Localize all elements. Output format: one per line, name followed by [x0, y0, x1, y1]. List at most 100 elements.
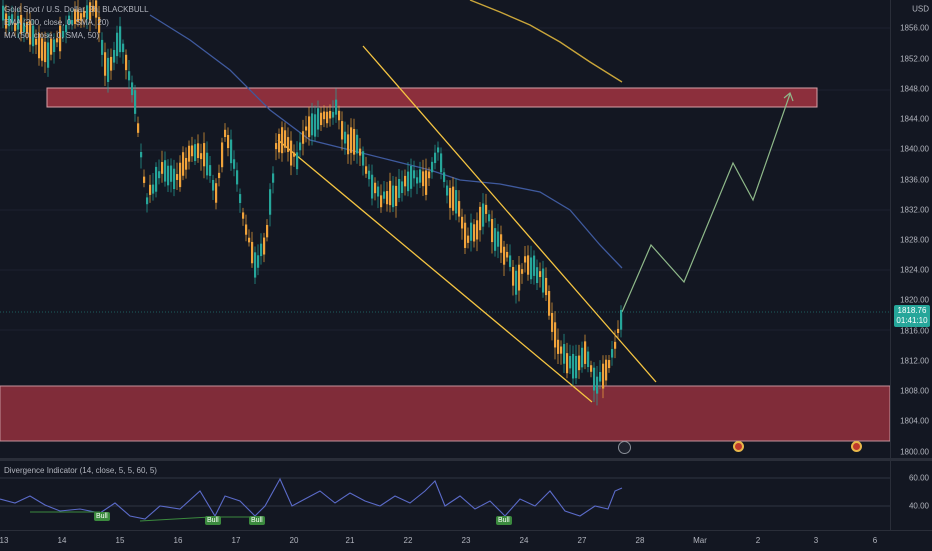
- ema-legend[interactable]: EMA (200, close, 0, SMA, 20): [4, 18, 109, 27]
- candle-body: [203, 143, 206, 167]
- candle-body: [245, 224, 248, 235]
- divergence-line: [0, 477, 623, 520]
- candle-body: [116, 32, 119, 57]
- time-tick: 23: [461, 536, 471, 545]
- candle-body: [14, 22, 17, 31]
- candle-body: [425, 170, 428, 195]
- candle-body: [548, 291, 551, 316]
- symbol-legend[interactable]: Gold Spot / U.S. Dollar, 2h, BLACKBULL: [4, 5, 149, 14]
- candle-body: [503, 246, 506, 265]
- candle-body: [353, 128, 356, 155]
- candle-body: [443, 172, 446, 182]
- candle-body: [119, 26, 122, 53]
- candle-body: [404, 175, 407, 187]
- candle-body: [302, 131, 305, 144]
- ma-legend[interactable]: MA (50, close, 0, SMA, 50): [4, 31, 100, 40]
- flash-icon[interactable]: [618, 441, 631, 454]
- candle-body: [464, 222, 467, 248]
- candle-body: [527, 255, 530, 275]
- pane-separator[interactable]: [0, 458, 932, 461]
- flag-event-icon-2[interactable]: [851, 441, 862, 452]
- candle-body: [23, 22, 26, 33]
- candle-body: [455, 190, 458, 214]
- price-tick: 1812.00: [900, 356, 929, 366]
- candle-body: [155, 166, 158, 192]
- candle-body: [251, 241, 254, 264]
- candle-body: [50, 38, 53, 55]
- price-tick: 1836.00: [900, 175, 929, 185]
- candle-body: [62, 30, 65, 38]
- candle-body: [56, 38, 59, 43]
- candle-body: [389, 180, 392, 206]
- candle-body: [200, 153, 203, 160]
- candle-body: [449, 187, 452, 208]
- time-tick: 17: [231, 536, 241, 545]
- candle-body: [416, 177, 419, 184]
- oscillator-title[interactable]: Divergence Indicator (14, close, 5, 5, 6…: [4, 466, 157, 475]
- candle-body: [446, 185, 449, 196]
- candle-body: [473, 224, 476, 242]
- candle-body: [191, 145, 194, 157]
- price-tick: 1832.00: [900, 205, 929, 215]
- candle-body: [605, 359, 608, 381]
- candle-body: [350, 127, 353, 153]
- candle-body: [341, 121, 344, 140]
- flag-event-icon[interactable]: [733, 441, 744, 452]
- channel-upper: [362, 45, 657, 383]
- candle-body: [290, 140, 293, 166]
- candle-body: [377, 186, 380, 197]
- candle-body: [194, 144, 197, 162]
- candle-body: [362, 151, 365, 166]
- candle-body: [59, 25, 62, 52]
- candle-body: [74, 9, 77, 25]
- time-tick: 15: [115, 536, 125, 545]
- candle-body: [212, 179, 215, 191]
- candle-body: [182, 152, 185, 176]
- candle-body: [107, 57, 110, 82]
- candle-body: [11, 14, 14, 24]
- candle-body: [428, 171, 431, 179]
- candle-body: [101, 39, 104, 55]
- candle-body: [41, 38, 44, 61]
- candle-body: [239, 194, 242, 204]
- candle-body: [275, 143, 278, 150]
- candle-body: [143, 176, 146, 183]
- candle-body: [407, 171, 410, 192]
- candle-body: [356, 134, 359, 154]
- candle-body: [122, 43, 125, 53]
- candle-body: [593, 367, 596, 391]
- candle-body: [587, 351, 590, 368]
- price-tick: 1800.00: [900, 447, 929, 457]
- candle-body: [596, 376, 599, 394]
- price-axis[interactable]: USD 1856.00 1852.00 1848.00 1844.00 1840…: [890, 0, 932, 530]
- candle-body: [248, 237, 251, 243]
- candle-body: [476, 220, 479, 240]
- candle-body: [326, 111, 329, 124]
- candle-body: [284, 130, 287, 148]
- candle-body: [8, 15, 11, 27]
- candle-body: [257, 255, 260, 268]
- candle-body: [209, 165, 212, 176]
- price-tick: 1852.00: [900, 54, 929, 64]
- time-tick: 21: [345, 536, 355, 545]
- candle-body: [485, 204, 488, 214]
- oscillator-pane[interactable]: [0, 461, 890, 529]
- current-price-tag: 1818.76 01:41:10: [894, 305, 930, 327]
- candle-body: [266, 224, 269, 238]
- candle-body: [401, 181, 404, 194]
- currency-label: USD: [912, 4, 929, 14]
- candle-body: [620, 310, 623, 330]
- candle-body: [89, 2, 92, 21]
- candle-body: [293, 152, 296, 157]
- candle-body: [572, 353, 575, 379]
- candle-body: [233, 159, 236, 169]
- candle-body: [179, 162, 182, 188]
- price-tick: 1820.00: [900, 295, 929, 305]
- candle-body: [494, 228, 497, 251]
- price-chart[interactable]: [0, 0, 890, 458]
- candle-body: [308, 116, 311, 138]
- candle-body: [434, 152, 437, 164]
- time-axis[interactable]: 13 14 15 16 17 20 21 22 23 24 27 28 Mar …: [0, 530, 932, 551]
- candle-body: [500, 234, 503, 253]
- candle-body: [206, 152, 209, 176]
